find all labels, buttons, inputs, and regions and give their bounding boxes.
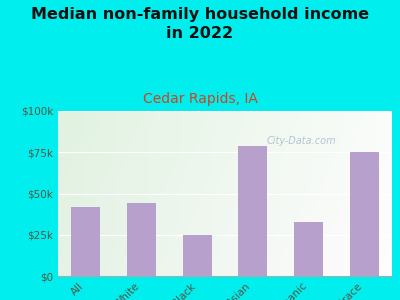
Text: City-Data.com: City-Data.com bbox=[267, 136, 337, 146]
Bar bbox=[71, 207, 100, 276]
Text: Cedar Rapids, IA: Cedar Rapids, IA bbox=[142, 92, 258, 106]
Bar bbox=[350, 152, 379, 276]
Bar bbox=[127, 203, 156, 276]
Text: Median non-family household income
in 2022: Median non-family household income in 20… bbox=[31, 8, 369, 41]
Bar bbox=[294, 221, 323, 276]
Bar bbox=[183, 235, 212, 276]
Bar bbox=[238, 146, 267, 276]
